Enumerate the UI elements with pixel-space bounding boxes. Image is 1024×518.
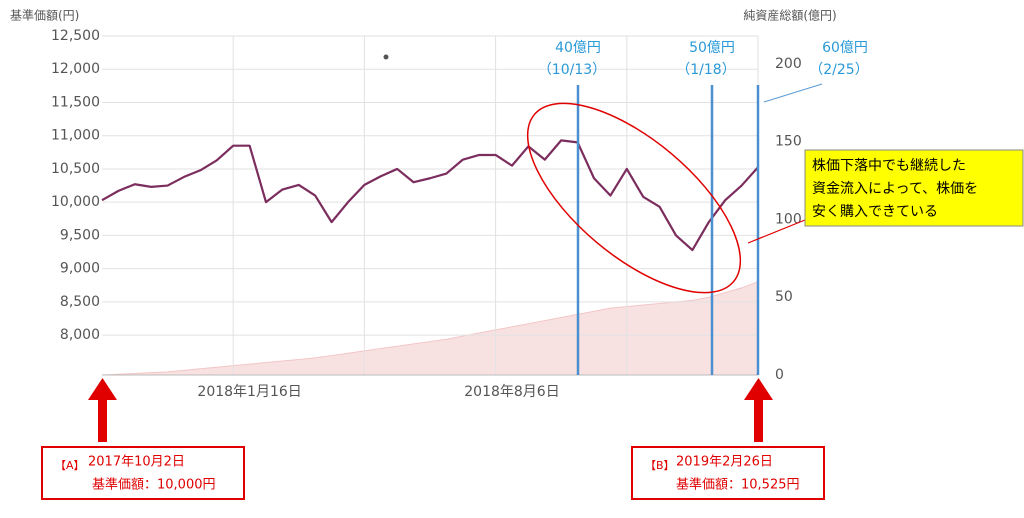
- highlight-ellipse: [526, 102, 742, 294]
- arrow: [88, 378, 117, 400]
- y-tick-label: 11,000: [51, 128, 100, 144]
- y-tick-label: 12,000: [51, 61, 100, 77]
- point-box: [41, 446, 245, 500]
- point-nav: 基準価額：10,000円: [92, 477, 216, 493]
- callout-text: 安く購入できている: [812, 204, 938, 220]
- area: [101, 280, 759, 376]
- point-box: [631, 446, 825, 500]
- y2-tick-label: 100: [775, 211, 802, 227]
- y-tick-label: 10,500: [51, 161, 100, 177]
- y2-tick-label: 200: [775, 56, 802, 72]
- arrow: [744, 378, 773, 400]
- dot: [383, 54, 389, 60]
- arrow: [98, 398, 107, 442]
- marker-date: （2/25）: [809, 62, 868, 78]
- y-tick-label: 8,000: [60, 327, 100, 343]
- y-tick-label: 10,000: [51, 194, 100, 210]
- y-tick-label: 9,500: [60, 227, 100, 243]
- point-date: 2017年10月2日: [88, 455, 185, 470]
- y-tick-label: 9,000: [60, 261, 100, 277]
- y2-axis-title: 純資産総額(億円): [743, 8, 836, 23]
- y-tick-label: 12,500: [51, 28, 100, 44]
- callout-text: 資金流入によって、株価を: [812, 181, 978, 197]
- point-date: 2019年2月26日: [676, 455, 773, 470]
- marker-date: （1/18）: [676, 62, 735, 78]
- marker-date: （10/13）: [538, 62, 606, 78]
- marker-amount: 60億円: [822, 40, 868, 56]
- annotations: 40億円 （10/13） 50億円 （1/18） 60億円 （2/25） 株価下…: [41, 40, 1024, 500]
- arrow: [754, 398, 763, 442]
- plot: 8,000 8,500 9,000 9,500 10,000 10,500 11,000 11…: [51, 28, 802, 400]
- marker-amount: 40億円: [555, 40, 601, 56]
- pointer: [763, 83, 823, 103]
- callout-text: 株価下落中でも継続した: [812, 157, 966, 174]
- line: [101, 139, 759, 252]
- point-tag: 【B】: [645, 459, 675, 472]
- point-nav: 基準価額：10,525円: [676, 477, 800, 493]
- y2-tick-label: 0: [775, 367, 784, 383]
- callout-box: [804, 149, 1024, 227]
- y-axis-title: 基準価額(円): [10, 8, 79, 23]
- y2-tick-label: 50: [775, 289, 793, 305]
- point-tag: 【A】: [55, 459, 85, 472]
- y2-tick-label: 150: [775, 134, 802, 150]
- x-tick-label: 2018年8月6日: [464, 384, 559, 400]
- y-tick-label: 11,500: [51, 94, 100, 110]
- pointer: [747, 219, 806, 244]
- x-tick-label: 2018年1月16日: [197, 384, 301, 400]
- y-tick-label: 8,500: [60, 294, 100, 310]
- marker-amount: 50億円: [689, 40, 735, 56]
